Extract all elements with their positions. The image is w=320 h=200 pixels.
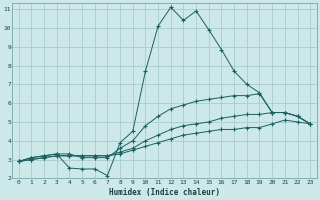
X-axis label: Humidex (Indice chaleur): Humidex (Indice chaleur) bbox=[109, 188, 220, 197]
